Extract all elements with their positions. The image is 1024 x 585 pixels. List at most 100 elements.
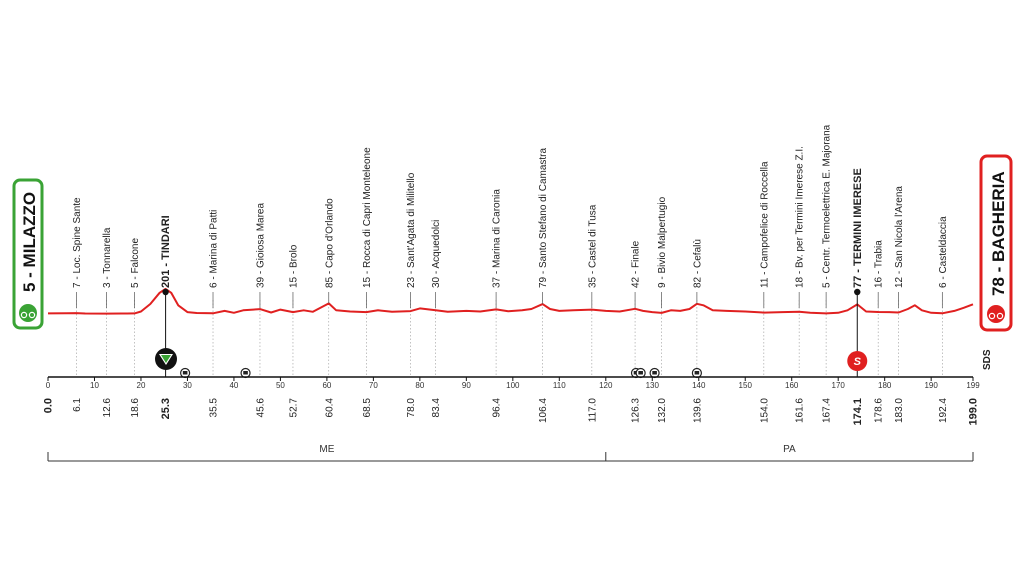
km-label-19: 167.4 (822, 398, 833, 423)
waypoints: 7 - Loc. Spine Sante 3 - Tonnarella 5 - Fa… (72, 124, 949, 379)
kom-marker (155, 348, 177, 370)
km-label-start: 0.0 (43, 398, 55, 413)
km-label-5: 45.6 (255, 398, 266, 418)
profile-line (47, 287, 974, 315)
km-label-12: 106.4 (538, 398, 549, 423)
km-label-finish: 199.0 (968, 398, 980, 426)
waypoint-label-8: 15 - Rocca di Capri Monteleone (362, 147, 373, 288)
km-label-0: 6.1 (72, 398, 83, 412)
x-tick-label-12: 120 (599, 381, 613, 390)
start-badge-box (12, 178, 44, 330)
waypoint-label-15: 9 - Bivio Malpertugio (657, 196, 668, 288)
km-label-14: 126.3 (631, 398, 642, 423)
sds-label: SDS (982, 349, 993, 370)
waypoint-label-22: 12 - San Nicola l'Arena (894, 186, 905, 288)
start-label: 5 - MILAZZO (20, 192, 39, 292)
km-label-7: 60.4 (324, 398, 335, 418)
x-tick-label-16: 160 (785, 381, 799, 390)
sprint-label: S (854, 356, 862, 368)
waypoint-label-23: 6 - Casteldaccia (938, 216, 949, 288)
waypoint-label-11: 37 - Marina di Caronia (492, 189, 503, 288)
km-label-8: 68.5 (362, 398, 373, 418)
x-axis: 0 10 20 30 40 50 60 70 80 90 100 110 120 130 140 150 160… (46, 376, 980, 390)
waypoint-label-21: 16 - Trabia (874, 240, 885, 288)
waypoint-label-19: 5 - Centr. Termoelettrica E. Majorana (822, 124, 833, 288)
waypoint-dot-20 (854, 288, 861, 296)
waypoint-label-10: 30 - Acquedolci (431, 220, 442, 288)
km-label-17: 154.0 (759, 398, 770, 423)
finish-bike-wheel-left (988, 312, 996, 320)
elevation-profile (47, 287, 974, 315)
waypoint-label-13: 35 - Castel di Tusa (587, 204, 598, 288)
tunnel-icon-inner (243, 371, 248, 375)
start-badge: 5 - MILAZZO (12, 178, 44, 330)
x-tick-label-18: 180 (878, 381, 892, 390)
kom-triangle-fill (161, 355, 171, 363)
tunnel-icon-inner (694, 371, 700, 375)
x-tick-label-8: 80 (415, 381, 424, 390)
km-labels: 0.0 6.1 12.6 18.6 25.3 35.5 45.6 52.7 60.4 68.5 78… (43, 398, 980, 426)
km-label-20: 174.1 (852, 398, 864, 426)
finish-label: 78 - BAGHERIA (989, 171, 1008, 296)
km-label-23: 192.4 (938, 398, 949, 423)
x-tick-label-9: 90 (462, 381, 471, 390)
finish-badge: 78 - BAGHERIA (979, 154, 1013, 332)
x-tick-label-1: 10 (90, 381, 99, 390)
waypoint-label-6: 15 - Brolo (288, 244, 299, 288)
km-label-18: 161.6 (795, 398, 806, 423)
start-bike-wheel-right (28, 311, 36, 319)
tunnel-icon-inner (182, 371, 188, 375)
km-label-4: 35.5 (209, 398, 220, 418)
waypoint-label-7: 85 - Capo d'Orlando (324, 198, 335, 288)
x-tick-label-4: 40 (229, 381, 238, 390)
km-label-11: 96.4 (492, 398, 503, 418)
km-label-1: 12.6 (102, 398, 113, 418)
finish-bike-wheel-right (996, 312, 1004, 320)
km-label-15: 132.0 (657, 398, 668, 423)
km-label-21: 178.6 (874, 398, 885, 423)
waypoint-label-1: 3 - Tonnarella (102, 227, 113, 288)
tunnel-icon-inner (652, 371, 657, 375)
region-label-0: ME (319, 444, 334, 455)
finish-badge-box (979, 154, 1013, 332)
x-tick-label-0: 0 (46, 381, 51, 390)
x-tick-label-10: 100 (506, 381, 520, 390)
km-label-13: 117.0 (587, 398, 598, 423)
x-tick-label-7: 70 (369, 381, 378, 390)
x-tick-label-14: 140 (692, 381, 706, 390)
waypoint-dot-3 (162, 288, 169, 296)
waypoint-label-5: 39 - Gioiosa Marea (255, 203, 266, 288)
sprint-icon (847, 351, 868, 371)
x-tick-label-13: 130 (646, 381, 660, 390)
km-label-6: 52.7 (288, 398, 299, 418)
x-tick-label-3: 30 (183, 381, 192, 390)
region-label-1: PA (783, 444, 796, 455)
km-label-16: 139.6 (692, 398, 703, 423)
x-tick-label-20: 199 (966, 381, 980, 390)
km-label-3: 25.3 (160, 398, 172, 419)
km-label-10: 83.4 (431, 398, 442, 418)
waypoint-label-0: 7 - Loc. Spine Sante (72, 197, 83, 288)
tunnel-icon-inner (638, 371, 643, 375)
waypoint-label-9: 23 - Sant'Agata di Militello (406, 172, 417, 288)
waypoint-label-18: 18 - Bv. per Termini Imerese Z.I. (795, 146, 806, 288)
x-tick-label-19: 190 (924, 381, 938, 390)
waypoint-label-3: 201 - TINDARI (160, 215, 172, 288)
x-tick-label-11: 110 (553, 381, 566, 390)
x-tick-label-15: 150 (739, 381, 753, 390)
waypoint-label-4: 6 - Marina di Patti (209, 210, 220, 288)
x-tick-label-17: 170 (832, 381, 846, 390)
waypoint-label-12: 79 - Santo Stefano di Camastra (538, 147, 549, 288)
gridlines (76, 300, 943, 377)
waypoint-label-20: 77 - TERMINI IMERESE (852, 168, 864, 288)
waypoint-label-16: 82 - Cefalù (692, 239, 703, 288)
sprint-marker: S (847, 351, 868, 371)
regions: ME PA (47, 444, 974, 462)
km-label-22: 183.0 (894, 398, 905, 423)
x-tick-label-5: 50 (276, 381, 285, 390)
waypoint-label-14: 42 - Finale (631, 240, 642, 288)
x-tick-label-2: 20 (137, 381, 146, 390)
km-label-9: 78.0 (406, 398, 417, 418)
waypoint-label-2: 5 - Falcone (130, 238, 141, 288)
